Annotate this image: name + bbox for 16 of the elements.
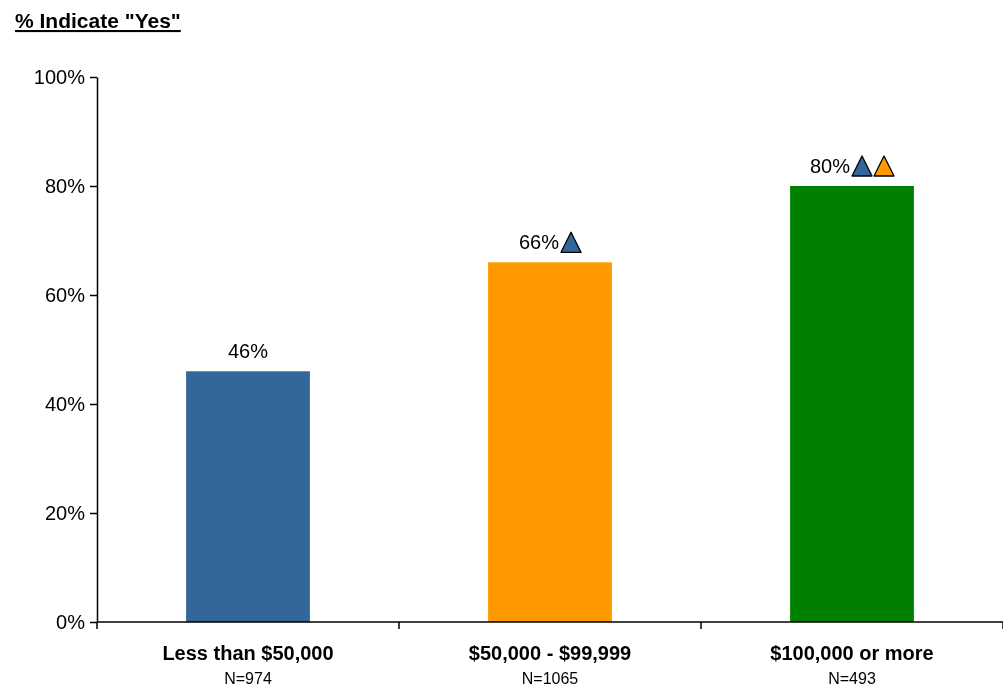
x-tick-label: $50,000 - $99,999 N=1065 [468, 642, 632, 687]
y-tick-label: 60% [44, 283, 86, 306]
y-tick-label: 80% [44, 174, 86, 197]
x-tick-label: Less than $50,000 N=974 [162, 642, 334, 687]
data-label: 46% [227, 340, 269, 363]
bar [488, 262, 612, 622]
y-tick-label: 20% [44, 501, 86, 524]
x-tick-label: $100,000 or more N=493 [770, 642, 934, 687]
y-tick-label: 100% [33, 65, 86, 88]
data-label: 80% [809, 155, 851, 177]
y-tick-label: 0% [56, 610, 86, 633]
y-tick-label: 40% [44, 392, 86, 415]
bar [186, 371, 310, 622]
bar [790, 186, 914, 622]
data-label: 66% [518, 231, 560, 254]
chart-title: % Indicate "Yes" [15, 9, 181, 32]
